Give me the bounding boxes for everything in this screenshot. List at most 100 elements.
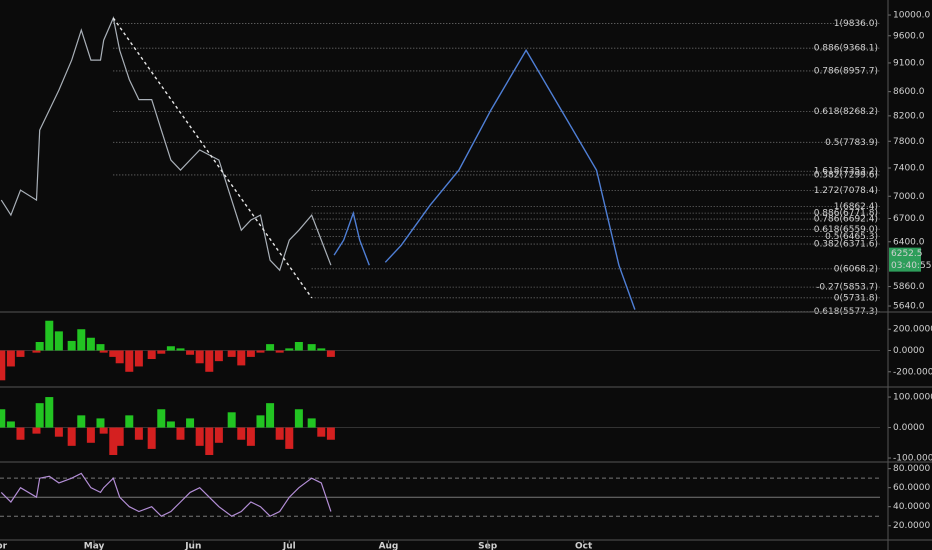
histogram-bar <box>125 350 134 372</box>
y-tick-label: 5860.0 <box>893 282 925 292</box>
y-tick-label: -200.0000 <box>893 367 932 377</box>
histogram-bar <box>99 350 108 353</box>
fib-label: 0.786(8957.7) <box>814 66 878 76</box>
histogram-bar <box>45 320 54 351</box>
histogram-bar <box>125 415 134 428</box>
y-tick-label: 7000.0 <box>893 192 925 202</box>
histogram-bar <box>275 427 284 440</box>
y-tick-label: -100.0000 <box>893 454 932 464</box>
x-tick-label: Apr <box>0 542 8 550</box>
histogram-bar <box>86 337 95 351</box>
x-tick-label: Aug <box>379 542 399 550</box>
y-tick-label: 60.0000 <box>893 483 930 493</box>
histogram-bar <box>166 346 175 351</box>
y-tick-label: 200.0000 <box>893 325 932 335</box>
histogram-bar <box>99 427 108 434</box>
histogram-bar <box>32 427 41 434</box>
histogram-bar <box>176 427 185 440</box>
histogram-bar <box>96 418 105 428</box>
histogram-bar <box>166 421 175 428</box>
fib-label: 1(6862.4) <box>834 202 878 212</box>
histogram-bar <box>294 409 303 428</box>
histogram-bar <box>0 409 6 428</box>
histogram-bar <box>285 427 294 449</box>
histogram-bar <box>115 427 124 446</box>
panel <box>0 320 880 381</box>
histogram-bar <box>326 427 335 440</box>
y-tick-label: 100.0000 <box>893 393 932 403</box>
histogram-bar <box>285 348 294 351</box>
price-tag-countdown: 03:40:55 <box>891 261 931 271</box>
histogram-bar <box>67 340 76 351</box>
histogram-bar <box>227 412 236 428</box>
y-tick-label: 5640.0 <box>893 302 925 312</box>
histogram-bar <box>147 350 156 360</box>
histogram-bar <box>157 350 166 354</box>
fib-label: 0(5731.8) <box>834 293 878 303</box>
fib-label: 0.5(6465.3) <box>825 232 878 242</box>
histogram-bar <box>307 418 316 428</box>
y-tick-label: 10000.0 <box>893 11 930 21</box>
panel <box>0 397 880 455</box>
fib-label: -0.27(5853.7) <box>816 283 878 293</box>
histogram-bar <box>317 427 326 437</box>
y-tick-label: 0.0000 <box>893 423 925 433</box>
series-line <box>0 15 332 272</box>
histogram-bar <box>326 350 335 357</box>
histogram-bar <box>205 350 214 372</box>
histogram-bar <box>294 342 303 351</box>
histogram-bar <box>16 350 25 357</box>
panel <box>0 472 880 517</box>
histogram-bar <box>195 350 204 364</box>
fib-label: 0.382(7299.6) <box>814 170 878 180</box>
histogram-bar <box>214 427 223 443</box>
fib-label: 0(6068.2) <box>834 264 878 274</box>
histogram-bar <box>266 344 275 351</box>
y-tick-label: 8200.0 <box>893 111 925 121</box>
fib-label: 1.272(7078.4) <box>814 186 878 196</box>
fib-label: 1(9836.0) <box>834 19 878 29</box>
histogram-bar <box>307 344 316 351</box>
histogram-bar <box>77 329 86 351</box>
histogram-bar <box>6 350 15 367</box>
price-tag <box>889 247 921 272</box>
histogram-bar <box>317 348 326 351</box>
osc-line <box>0 472 332 517</box>
histogram-bar <box>86 427 95 443</box>
histogram-bar <box>54 331 63 351</box>
histogram-bar <box>195 427 204 446</box>
y-tick-label: 80.0000 <box>893 464 930 474</box>
fib-label: 0.618(8268.2) <box>814 107 878 117</box>
y-tick-label: 7800.0 <box>893 137 925 147</box>
histogram-bar <box>96 344 105 351</box>
fib-label: 0.786(6692.4) <box>814 215 878 225</box>
histogram-bar <box>237 427 246 440</box>
histogram-bar <box>77 415 86 428</box>
price-axis: 10000.0 9600.0 9100.0 8600.0 8200.0 7800.0 740… <box>888 11 930 312</box>
histogram-bar <box>227 350 236 357</box>
histogram-bar <box>205 427 214 455</box>
x-tick-label: May <box>84 542 105 550</box>
histogram-bar <box>115 350 124 364</box>
histogram-bar <box>256 350 265 353</box>
histogram-bar <box>45 397 54 428</box>
histogram-bar <box>6 421 15 428</box>
histogram-bar <box>35 403 44 428</box>
y-tick-label: 6700.0 <box>893 214 925 224</box>
fib-label: 0.5(7783.9) <box>825 138 878 148</box>
fib-label: 0.886(6771.8) <box>814 209 878 219</box>
histogram-bar <box>266 403 275 428</box>
histogram-bar <box>147 427 156 449</box>
histogram-bar <box>134 350 143 367</box>
y-tick-label: 40.0000 <box>893 502 930 512</box>
histogram-bar <box>186 350 195 355</box>
layers: 10000.0 9600.0 9100.0 8600.0 8200.0 7800.0 740… <box>0 11 932 550</box>
fib-label: 0.382(6371.6) <box>814 240 878 250</box>
y-tick-label: 20.0000 <box>893 521 930 531</box>
x-tick-label: Jun <box>184 542 201 550</box>
histogram-bar <box>16 427 25 440</box>
histogram-bar <box>109 427 118 455</box>
histogram-bar <box>0 350 6 381</box>
